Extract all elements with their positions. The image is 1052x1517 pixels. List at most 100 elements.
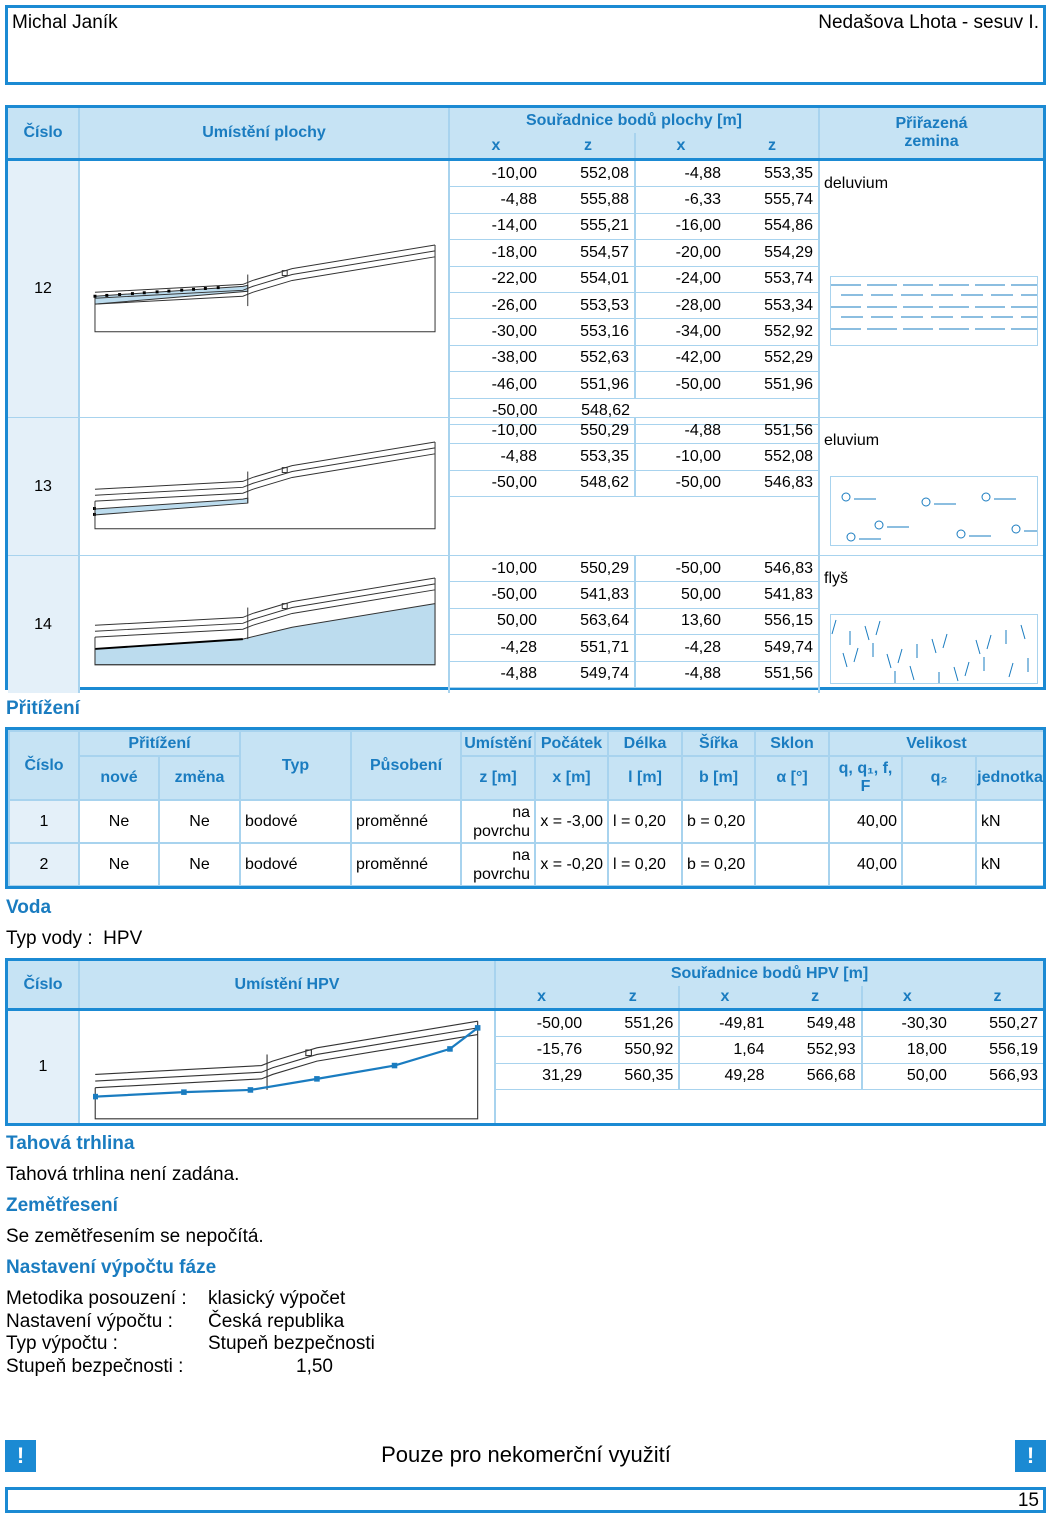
coord-row: -4,88 549,74 -4,88 551,56 xyxy=(450,661,818,688)
coord-value: -38,00 xyxy=(491,349,537,367)
shape xyxy=(142,291,146,295)
coord-value: 553,35 xyxy=(764,164,814,182)
subheader-cell: z xyxy=(993,988,1002,1005)
coord-value: -30,00 xyxy=(491,323,537,341)
table-header: Číslo Umístění plochy Souřadnice bodů ploc… xyxy=(8,108,1043,161)
coord-value: 549,48 xyxy=(806,1014,856,1032)
coord-row: -26,00 553,53 -28,00 553,34 xyxy=(450,292,818,320)
coord-value: 552,08 xyxy=(764,448,814,466)
coords-cell: -10,00 550,29 -4,88 551,56 -4,88 553,35 -10,00… xyxy=(448,418,818,555)
section-title: Přitížení xyxy=(6,698,80,719)
header-cell: x [m] xyxy=(534,755,610,801)
coord-value: 50,00 xyxy=(496,612,537,630)
shape xyxy=(105,293,109,297)
coord-value: 553,53 xyxy=(580,296,629,314)
subheader-cell: x xyxy=(678,986,769,1008)
header-cell: Velikost xyxy=(828,730,1043,757)
coord-value: -34,00 xyxy=(634,319,726,345)
coord-row: 31,29 560,35 49,28 566,68 50,00 566,93 xyxy=(496,1063,1043,1091)
coord-value: -4,88 xyxy=(500,665,537,683)
shape xyxy=(841,492,1046,542)
coord-value: 552,63 xyxy=(580,349,629,367)
coord-value: 31,29 xyxy=(542,1067,583,1085)
header-cell: nové xyxy=(78,755,160,801)
setting-label: Metodika posouzení : xyxy=(6,1288,187,1309)
coord-value: 553,34 xyxy=(764,296,814,314)
shape xyxy=(447,1046,453,1052)
section-title: Voda xyxy=(6,897,52,918)
coords-cell: -50,00 551,26 -49,81 549,48 -30,30 550,27 -15,… xyxy=(494,1011,1043,1123)
cell: 1 xyxy=(8,799,80,844)
coord-value: 556,15 xyxy=(764,612,814,630)
data-row: 2 Ne Ne bodové proměnné na povrchu x = -0,20 l … xyxy=(8,842,1043,886)
coord-value: 555,74 xyxy=(764,191,814,209)
coord-value: 552,08 xyxy=(580,164,629,182)
cell: x = -3,00 xyxy=(534,799,610,844)
coord-value: 552,92 xyxy=(764,323,814,341)
shape xyxy=(93,507,96,510)
location-cell xyxy=(78,556,448,693)
coord-value: 551,71 xyxy=(580,638,629,656)
header-row: nové změna z [m] x [m] l [m] b [m] α [°] q, q₁,… xyxy=(9,755,1043,801)
subheader-cell: z xyxy=(811,988,820,1005)
header-cell: q, q₁, f, F xyxy=(828,755,904,801)
sketch xyxy=(94,577,436,666)
cell: Ne xyxy=(78,842,160,886)
coord-value: 566,68 xyxy=(806,1067,856,1085)
coord-value: 554,57 xyxy=(580,243,629,261)
cell: proměnné xyxy=(350,842,463,886)
coord-value: -50,00 xyxy=(634,470,726,497)
shape xyxy=(94,244,436,293)
shape xyxy=(831,619,1029,686)
pattern xyxy=(831,284,1038,330)
shape xyxy=(831,284,1038,330)
soil-pattern xyxy=(830,476,1046,546)
shape xyxy=(94,638,243,650)
header-title: Souřadnice bodů plochy [m] xyxy=(525,111,742,129)
cell: kN xyxy=(975,799,1043,844)
setting-label: Typ výpočtu : xyxy=(6,1333,118,1355)
loads-grid: Číslo Přitížení Typ Působení Umístění Počátek… xyxy=(8,730,1043,886)
row-number: 14 xyxy=(8,556,78,693)
shape xyxy=(94,441,436,530)
loads-table: Číslo Přitížení Typ Působení Umístění Počátek… xyxy=(5,727,1046,889)
coord-value: -50,00 xyxy=(491,586,537,604)
cell: bodové xyxy=(239,842,353,886)
coord-value: 546,83 xyxy=(764,559,814,577)
shape xyxy=(94,577,436,626)
coord-value: 552,29 xyxy=(764,349,814,367)
cell xyxy=(901,842,978,886)
header-cell: Umístění HPV xyxy=(78,961,494,1008)
cell: Ne xyxy=(157,799,242,844)
coord-value: -10,00 xyxy=(634,444,726,470)
sketch xyxy=(93,244,436,333)
coord-value: -24,00 xyxy=(634,266,726,292)
shape xyxy=(181,1089,187,1095)
coord-value: 552,93 xyxy=(806,1041,856,1059)
coord-value: -28,00 xyxy=(634,292,726,319)
shape xyxy=(95,1026,479,1098)
header-cell: q₂ xyxy=(901,755,978,801)
coord-value: -14,00 xyxy=(491,217,537,235)
cell: b = 0,20 xyxy=(681,842,757,886)
header-cell: l [m] xyxy=(607,755,684,801)
subheader-cell: x xyxy=(491,136,501,154)
shape xyxy=(314,1076,320,1082)
shape xyxy=(94,497,249,516)
coord-value: 555,21 xyxy=(580,217,629,235)
header-cell: Počátek xyxy=(534,730,610,757)
coord-row: -10,00 552,08 -4,88 553,35 xyxy=(450,161,818,188)
settings-list: Metodika posouzení : klasický výpočet Nast… xyxy=(6,1288,375,1379)
surface-sketch xyxy=(93,440,438,539)
label: Typ vody : xyxy=(6,928,93,949)
coord-value: 549,74 xyxy=(764,638,814,656)
shape xyxy=(94,453,436,502)
shape xyxy=(95,1027,478,1082)
surface-sketch xyxy=(93,576,438,675)
coord-value: 50,00 xyxy=(634,582,726,608)
coord-value: 1,64 xyxy=(678,1037,769,1063)
header-cell: Přitížení xyxy=(77,730,242,757)
cell: na povrchu xyxy=(460,842,537,886)
coord-value: 555,88 xyxy=(580,191,629,209)
